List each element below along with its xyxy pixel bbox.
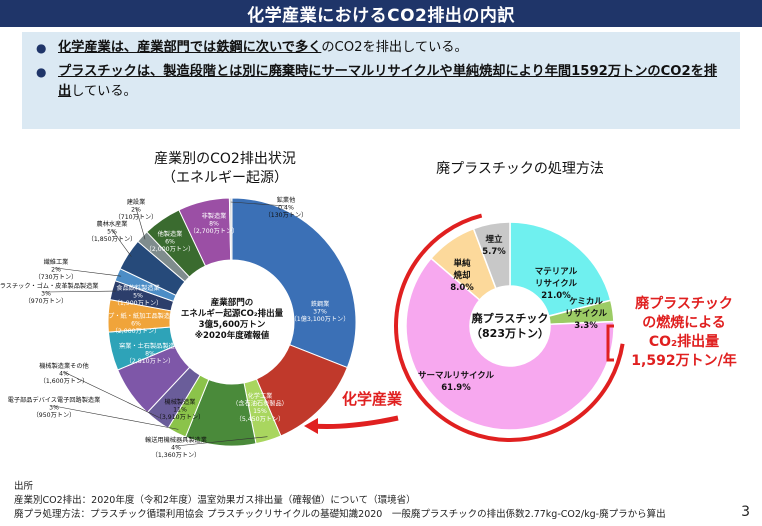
industry-label-1: 化学工業（含石油石炭製品） 15%（5,450万トン） — [232, 392, 288, 423]
industry-leader-5 — [63, 371, 160, 418]
plastic-center-text: 廃プラスチック（823万トン） — [471, 311, 549, 340]
source-heading: 出所 — [14, 481, 34, 492]
industry-label-8: 食品飲料製造業 5%（1,900万トン） — [114, 284, 163, 307]
left-chart-title-sub: （エネルギー起源） — [162, 170, 288, 186]
industry-label-2: 輸送用機械器具製造業 4%（1,360万トン） — [145, 436, 207, 459]
industry-label-4: 電子部品デバイス電子回路製造業 3%（950万トン） — [8, 396, 101, 419]
summary-bullet-2: ● プラスチックは、製造段階とは別に廃棄時にサーマルリサイクルや単純焼却により年… — [36, 62, 728, 102]
industry-label-5: 機械製造業その他 4%（1,600万トン） — [39, 362, 89, 385]
industry-leader-4 — [53, 405, 179, 430]
plastic-highlight-bracket — [606, 324, 614, 362]
summary-bullet-1-strong: 化学産業は、産業部門では鉄鋼に次いで多く — [58, 40, 322, 55]
industry-label-10: 繊維工業 2%（730万トン） — [35, 258, 78, 281]
plastic-slice-2 — [405, 257, 615, 431]
plastic-callout: 廃プラスチックの燃焼による CO₂排出量 1,592万トン/年 — [631, 295, 736, 369]
chemical-arrow-line — [311, 415, 399, 430]
summary-bullet-1: ● 化学産業は、産業部門では鉄鋼に次いで多くのCO2を排出している。 — [36, 38, 728, 58]
plastic-label-1: ケミカルリサイクル 3.3% — [565, 297, 608, 331]
plastic-highlight-arc — [394, 213, 625, 442]
left-chart-title-main: 産業別のCO2排出状況 — [154, 151, 296, 167]
plastic-label-0: マテリアルリサイクル 21.0% — [535, 267, 578, 301]
chemical-callout: 化学産業 — [342, 390, 403, 408]
industry-leader-15 — [230, 201, 287, 207]
right-chart-title: 廃プラスチックの処理方法 — [436, 161, 604, 177]
industry-center-text: 産業部門のエネルギー起源CO₂排出量 3億5,600万トン※2020年度確報値 — [181, 297, 284, 341]
industry-leader-9 — [45, 290, 117, 293]
industry-label-13: 他製造業 6%（2,000万トン） — [146, 230, 195, 253]
page-number: 3 — [741, 504, 750, 520]
industry-leader-12 — [135, 207, 146, 240]
plastic-label-3: 単純焼却 8.0% — [450, 258, 474, 293]
bullet-icon: ● — [36, 65, 47, 79]
industry-leader-11 — [111, 229, 132, 257]
plastic-donut-hole — [470, 286, 550, 366]
industry-label-6: 窯業・土石製品製造業 8%（2,810万トン） — [119, 342, 181, 365]
summary-box: ● 化学産業は、産業部門では鉄鋼に次いで多くのCO2を排出している。 ● プラス… — [22, 32, 740, 129]
industry-label-15: 鉱業他 0.4%（130万トン） — [265, 196, 308, 219]
left-chart-title: 産業別のCO2排出状況 （エネルギー起源） — [110, 150, 340, 188]
industry-label-14: 非製造業 8%（2,700万トン） — [190, 212, 239, 235]
industry-label-11: 農林水産業 5%（1,850万トン） — [88, 220, 137, 243]
industry-label-0: 鉄鋼業 37%（1億3,100万トン） — [291, 300, 350, 323]
source-line-2: 廃プラ処理方法：プラスチック循環利用協会 プラスチックリサイクルの基礎知識202… — [14, 509, 666, 520]
industry-donut-hole — [170, 260, 294, 384]
bullet-icon: ● — [36, 41, 47, 55]
industry-label-9: プラスチック・ゴム・皮革製品製造業 3%（970万トン） — [0, 282, 98, 305]
chemical-arrow-head — [304, 418, 318, 434]
summary-bullet-2-rest: している。 — [71, 84, 137, 99]
industry-leader-2 — [175, 436, 268, 447]
industry-label-7: パルプ・紙・紙加工品製造業 6%（2,000万トン） — [96, 312, 176, 335]
source-notes: 出所 産業別CO2排出：2020年度（令和2年度）温室効果ガス排出量（確報値）に… — [14, 480, 666, 522]
summary-bullet-2-strong: プラスチックは、製造段階とは別に廃棄時にサーマルリサイクルや単純焼却により年間1… — [58, 64, 718, 99]
plastic-label-2: サーマルリサイクル 61.9% — [418, 370, 495, 393]
source-line-1: 産業別CO2排出：2020年度（令和2年度）温室効果ガス排出量（確報値）について… — [14, 495, 416, 506]
page-title: 化学産業におけるCO2排出の内訳 — [0, 0, 762, 27]
industry-leader-10 — [55, 267, 122, 277]
summary-bullet-1-rest: のCO2を排出している。 — [321, 40, 468, 55]
industry-label-3: 機械製造業 11%（3,910万トン） — [156, 398, 205, 421]
plastic-label-4: 埋立 5.7% — [482, 234, 506, 257]
industry-label-12: 建設業 2%（710万トン） — [115, 198, 158, 221]
